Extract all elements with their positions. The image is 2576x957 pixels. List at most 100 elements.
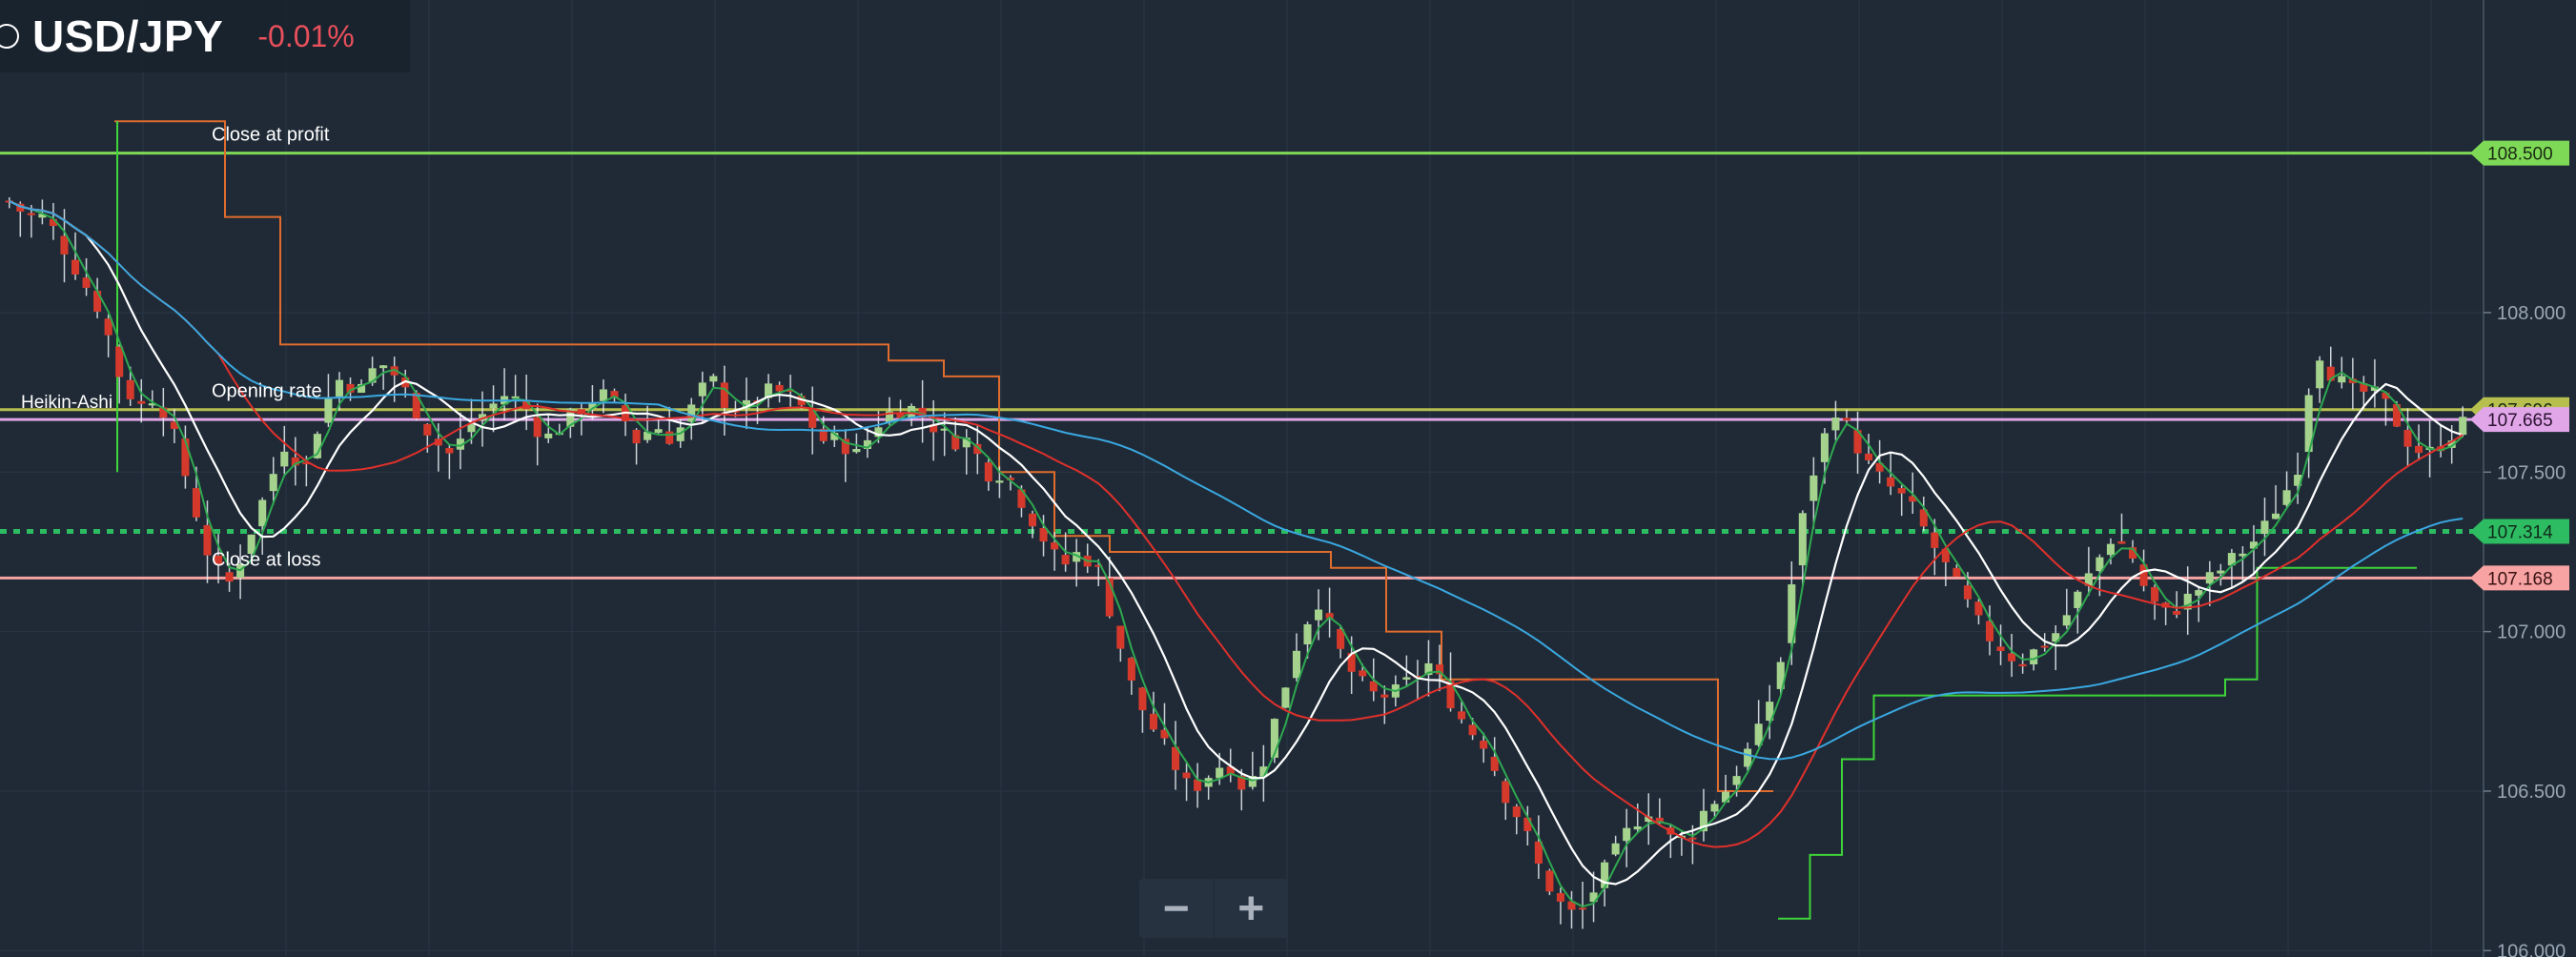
candle-down[interactable] (1149, 713, 1157, 730)
candle-down[interactable] (291, 457, 299, 466)
candle-down[interactable] (1688, 837, 1697, 840)
candle-up[interactable] (1611, 843, 1620, 855)
candle-down[interactable] (1194, 779, 1202, 791)
candle-down[interactable] (1523, 817, 1532, 831)
candle-down[interactable] (346, 383, 355, 393)
candle-down[interactable] (610, 391, 619, 398)
candle-down[interactable] (214, 555, 223, 565)
candle-up[interactable] (1589, 892, 1598, 903)
candle-down[interactable] (2018, 663, 2027, 667)
candle-down[interactable] (1028, 513, 1037, 527)
candle-down[interactable] (2173, 611, 2181, 615)
candle-down[interactable] (159, 407, 168, 418)
candle-up[interactable] (863, 439, 871, 450)
candle-up[interactable] (830, 433, 839, 440)
candle-down[interactable] (1337, 629, 1345, 649)
candle-down[interactable] (1996, 646, 2005, 651)
candle-up[interactable] (1633, 826, 1642, 830)
candle-down[interactable] (1006, 478, 1014, 480)
candle-down[interactable] (445, 447, 454, 454)
candle-down[interactable] (434, 438, 442, 446)
candle-up[interactable] (258, 499, 267, 527)
candle-down[interactable] (1094, 564, 1103, 567)
candle-down[interactable] (2117, 540, 2126, 544)
candle-down[interactable] (1931, 532, 1939, 548)
candle-up[interactable] (2227, 553, 2236, 566)
candle-up[interactable] (324, 397, 333, 423)
candle-down[interactable] (1446, 681, 1455, 709)
candle-down[interactable] (181, 438, 190, 477)
candle-up[interactable] (2084, 573, 2093, 586)
candle-up[interactable] (478, 414, 487, 421)
candle-up[interactable] (1831, 417, 1840, 431)
candle-up[interactable] (1424, 662, 1433, 676)
candle-up[interactable] (2260, 520, 2269, 535)
candle-down[interactable] (1435, 664, 1444, 675)
candle-down[interactable] (1919, 509, 1928, 527)
candle-down[interactable] (1842, 417, 1851, 421)
candle-up[interactable] (148, 403, 156, 406)
close-at-profit-tag[interactable] (2470, 140, 2569, 166)
candle-down[interactable] (1369, 681, 1378, 692)
candle-down[interactable] (104, 318, 112, 336)
candle-down[interactable] (1237, 776, 1246, 790)
candle-up[interactable] (742, 399, 751, 409)
candle-down[interactable] (1865, 453, 1873, 460)
candle-down[interactable] (973, 443, 982, 455)
candle-down[interactable] (1226, 766, 1235, 776)
candle-up[interactable] (2096, 557, 2104, 572)
candle-down[interactable] (984, 462, 992, 482)
candle-down[interactable] (71, 259, 80, 275)
candle-up[interactable] (644, 431, 652, 440)
candle-down[interactable] (533, 417, 542, 438)
candle-down[interactable] (225, 572, 234, 582)
candle-down[interactable] (1853, 430, 1862, 454)
candle-up[interactable] (2338, 376, 2346, 383)
candle-down[interactable] (808, 408, 817, 428)
candle-up[interactable] (2459, 417, 2467, 436)
candle-down[interactable] (423, 423, 432, 436)
candle-up[interactable] (456, 438, 464, 450)
candle-up[interactable] (313, 434, 321, 458)
candle-down[interactable] (787, 389, 795, 392)
close-at-loss-tag[interactable] (2470, 565, 2569, 591)
candle-down[interactable] (2403, 430, 2412, 447)
candle-down[interactable] (1490, 756, 1499, 771)
candle-up[interactable] (2239, 553, 2247, 557)
candle-down[interactable] (841, 438, 849, 455)
candle-down[interactable] (170, 421, 178, 429)
zoom-in-button[interactable]: + (1213, 879, 1289, 938)
candle-down[interactable] (1138, 687, 1147, 711)
candle-down[interactable] (1556, 892, 1564, 902)
candle-up[interactable] (1710, 804, 1719, 812)
candle-up[interactable] (2183, 593, 2192, 610)
candle-up[interactable] (1303, 623, 1312, 645)
candle-down[interactable] (2326, 366, 2335, 381)
candle-up[interactable] (2062, 615, 2071, 626)
candle-down[interactable] (1502, 781, 1510, 804)
candle-down[interactable] (1897, 488, 1906, 494)
candle-up[interactable] (2074, 591, 2082, 609)
candle-up[interactable] (599, 389, 607, 401)
candle-up[interactable] (1402, 677, 1411, 680)
candle-down[interactable] (665, 431, 674, 444)
candle-down[interactable] (918, 407, 927, 418)
candle-down[interactable] (1051, 542, 1059, 550)
candle-up[interactable] (2205, 572, 2214, 584)
candle-down[interactable] (1127, 658, 1135, 681)
candle-up[interactable] (1754, 723, 1763, 745)
candle-down[interactable] (2382, 392, 2390, 399)
candle-down[interactable] (1952, 567, 1961, 578)
candle-up[interactable] (1699, 810, 1707, 832)
candle-down[interactable] (302, 462, 311, 465)
candle-down[interactable] (1887, 477, 1895, 487)
candle-down[interactable] (1105, 578, 1114, 617)
candle-up[interactable] (2316, 360, 2324, 389)
candle-down[interactable] (1875, 462, 1884, 472)
candle-up[interactable] (588, 402, 597, 409)
candle-down[interactable] (1974, 601, 1983, 616)
candle-down[interactable] (951, 435, 960, 450)
candle-up[interactable] (709, 376, 718, 382)
candle-down[interactable] (577, 409, 585, 415)
zoom-out-button[interactable]: − (1162, 883, 1190, 934)
